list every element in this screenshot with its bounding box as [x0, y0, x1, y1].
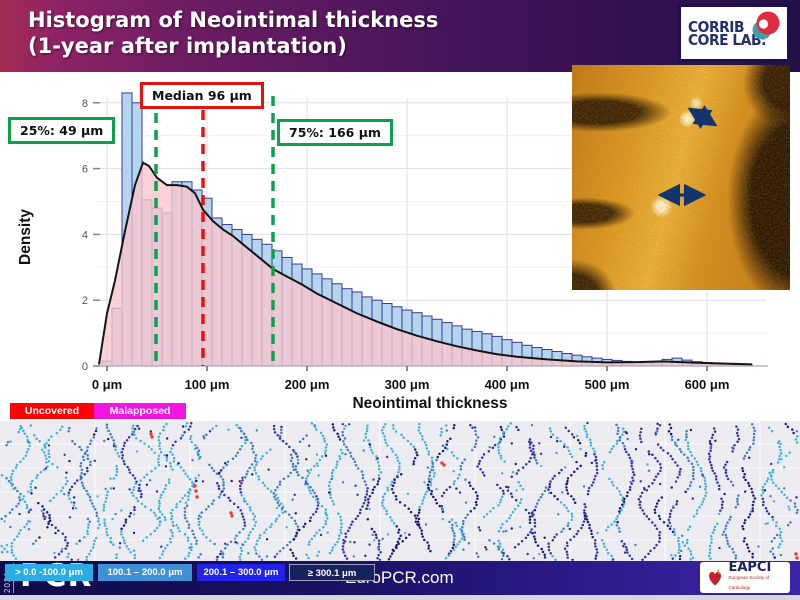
q75-annotation: 75%: 166 μm: [277, 119, 393, 146]
oct-grain-overlay: [572, 65, 790, 290]
uncovered-strut-dot: [195, 495, 199, 499]
eapci-name: EAPCI: [728, 560, 772, 575]
legend-chip-malapposed: Malapposed: [94, 403, 186, 419]
x-tick-label: 400 μm: [485, 377, 530, 392]
strut-dots: [0, 421, 799, 562]
oct-measurement-arrows: [657, 104, 718, 207]
strut-spread-map: [0, 421, 800, 562]
title-line-2: (1-year after implantation): [28, 34, 347, 58]
header-band: Histogram of Neointimal thickness (1-yea…: [0, 0, 800, 72]
histogram-chart: 0 2 4 6 8 0 μm 100 μm 200 μm 300 μm 400 μm 500 μm 6…: [0, 72, 800, 417]
x-tick-label: 500 μm: [585, 377, 630, 392]
thickness-chip-0-100: > 0.0 -100.0 μm: [5, 564, 93, 581]
uncovered-strut-dot: [149, 432, 153, 436]
uncovered-strut-dot: [229, 511, 233, 515]
x-tick-label: 600 μm: [685, 377, 730, 392]
y-tick-label: 6: [82, 164, 88, 176]
corrib-logo-text: CORRIB CORE LAB:: [688, 18, 767, 49]
page-title: Histogram of Neointimal thickness (1-yea…: [28, 7, 438, 59]
bottom-strip: [0, 595, 800, 600]
corrib-core-lab-logo: CORRIB CORE LAB:: [678, 4, 790, 62]
x-axis-title: Neointimal thickness: [352, 395, 507, 412]
corrib-logo-line2: CORE LAB:: [688, 31, 767, 49]
uncovered-strut-dot: [794, 552, 798, 556]
strut-map-svg: [0, 421, 800, 562]
kde-area: [99, 162, 752, 366]
uncovered-strut-dot: [193, 484, 197, 488]
uncovered-strut-dot: [442, 463, 446, 467]
y-tick-label: 8: [82, 98, 88, 110]
thickness-chip-over-300: ≥ 300.1 μm: [289, 564, 375, 581]
legend-chip-uncovered: Uncovered: [10, 403, 94, 419]
corrib-logo-icon: [752, 11, 780, 40]
y-tick-label: 2: [82, 295, 88, 307]
oct-image: [572, 65, 790, 290]
uncovered-strut-dot: [230, 514, 234, 518]
y-axis-title: Density: [17, 209, 34, 265]
q25-annotation: 25%: 49 μm: [8, 117, 116, 144]
x-tick-label: 100 μm: [185, 377, 230, 392]
thickness-chip-200-300: 200.1 – 300.0 μm: [197, 564, 285, 581]
title-line-1: Histogram of Neointimal thickness: [28, 8, 439, 32]
thickness-chip-100-200: 100.1 – 200.0 μm: [98, 564, 192, 581]
histogram-svg: 0 2 4 6 8 0 μm 100 μm 200 μm 300 μm 400 μm 500 μm 6…: [17, 92, 768, 412]
y-tick-label: 0: [82, 361, 88, 373]
corrib-logo-line1: CORRIB: [688, 18, 745, 36]
median-annotation: Median 96 μm: [140, 82, 264, 109]
heart-icon: [708, 568, 722, 587]
x-tick-label: 0 μm: [92, 377, 122, 392]
uncovered-strut-dot: [795, 556, 799, 560]
uncovered-strut-dot: [194, 489, 198, 493]
x-tick-label: 200 μm: [285, 377, 330, 392]
x-tick-label: 300 μm: [385, 377, 430, 392]
kde-line: [98, 161, 753, 366]
uncovered-strut-dot: [150, 435, 154, 439]
eapci-subtitle: European Society of Cardiology: [728, 575, 769, 590]
eapci-logo: EAPCI European Society of Cardiology: [700, 560, 790, 593]
thickness-arrow-icon: [687, 104, 718, 130]
y-tick-label: 4: [82, 229, 88, 241]
